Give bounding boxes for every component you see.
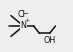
Text: N: N bbox=[20, 21, 26, 31]
Text: −: − bbox=[22, 11, 28, 17]
Text: Cl: Cl bbox=[18, 10, 25, 19]
Text: +: + bbox=[24, 18, 29, 23]
Text: OH: OH bbox=[44, 36, 56, 45]
